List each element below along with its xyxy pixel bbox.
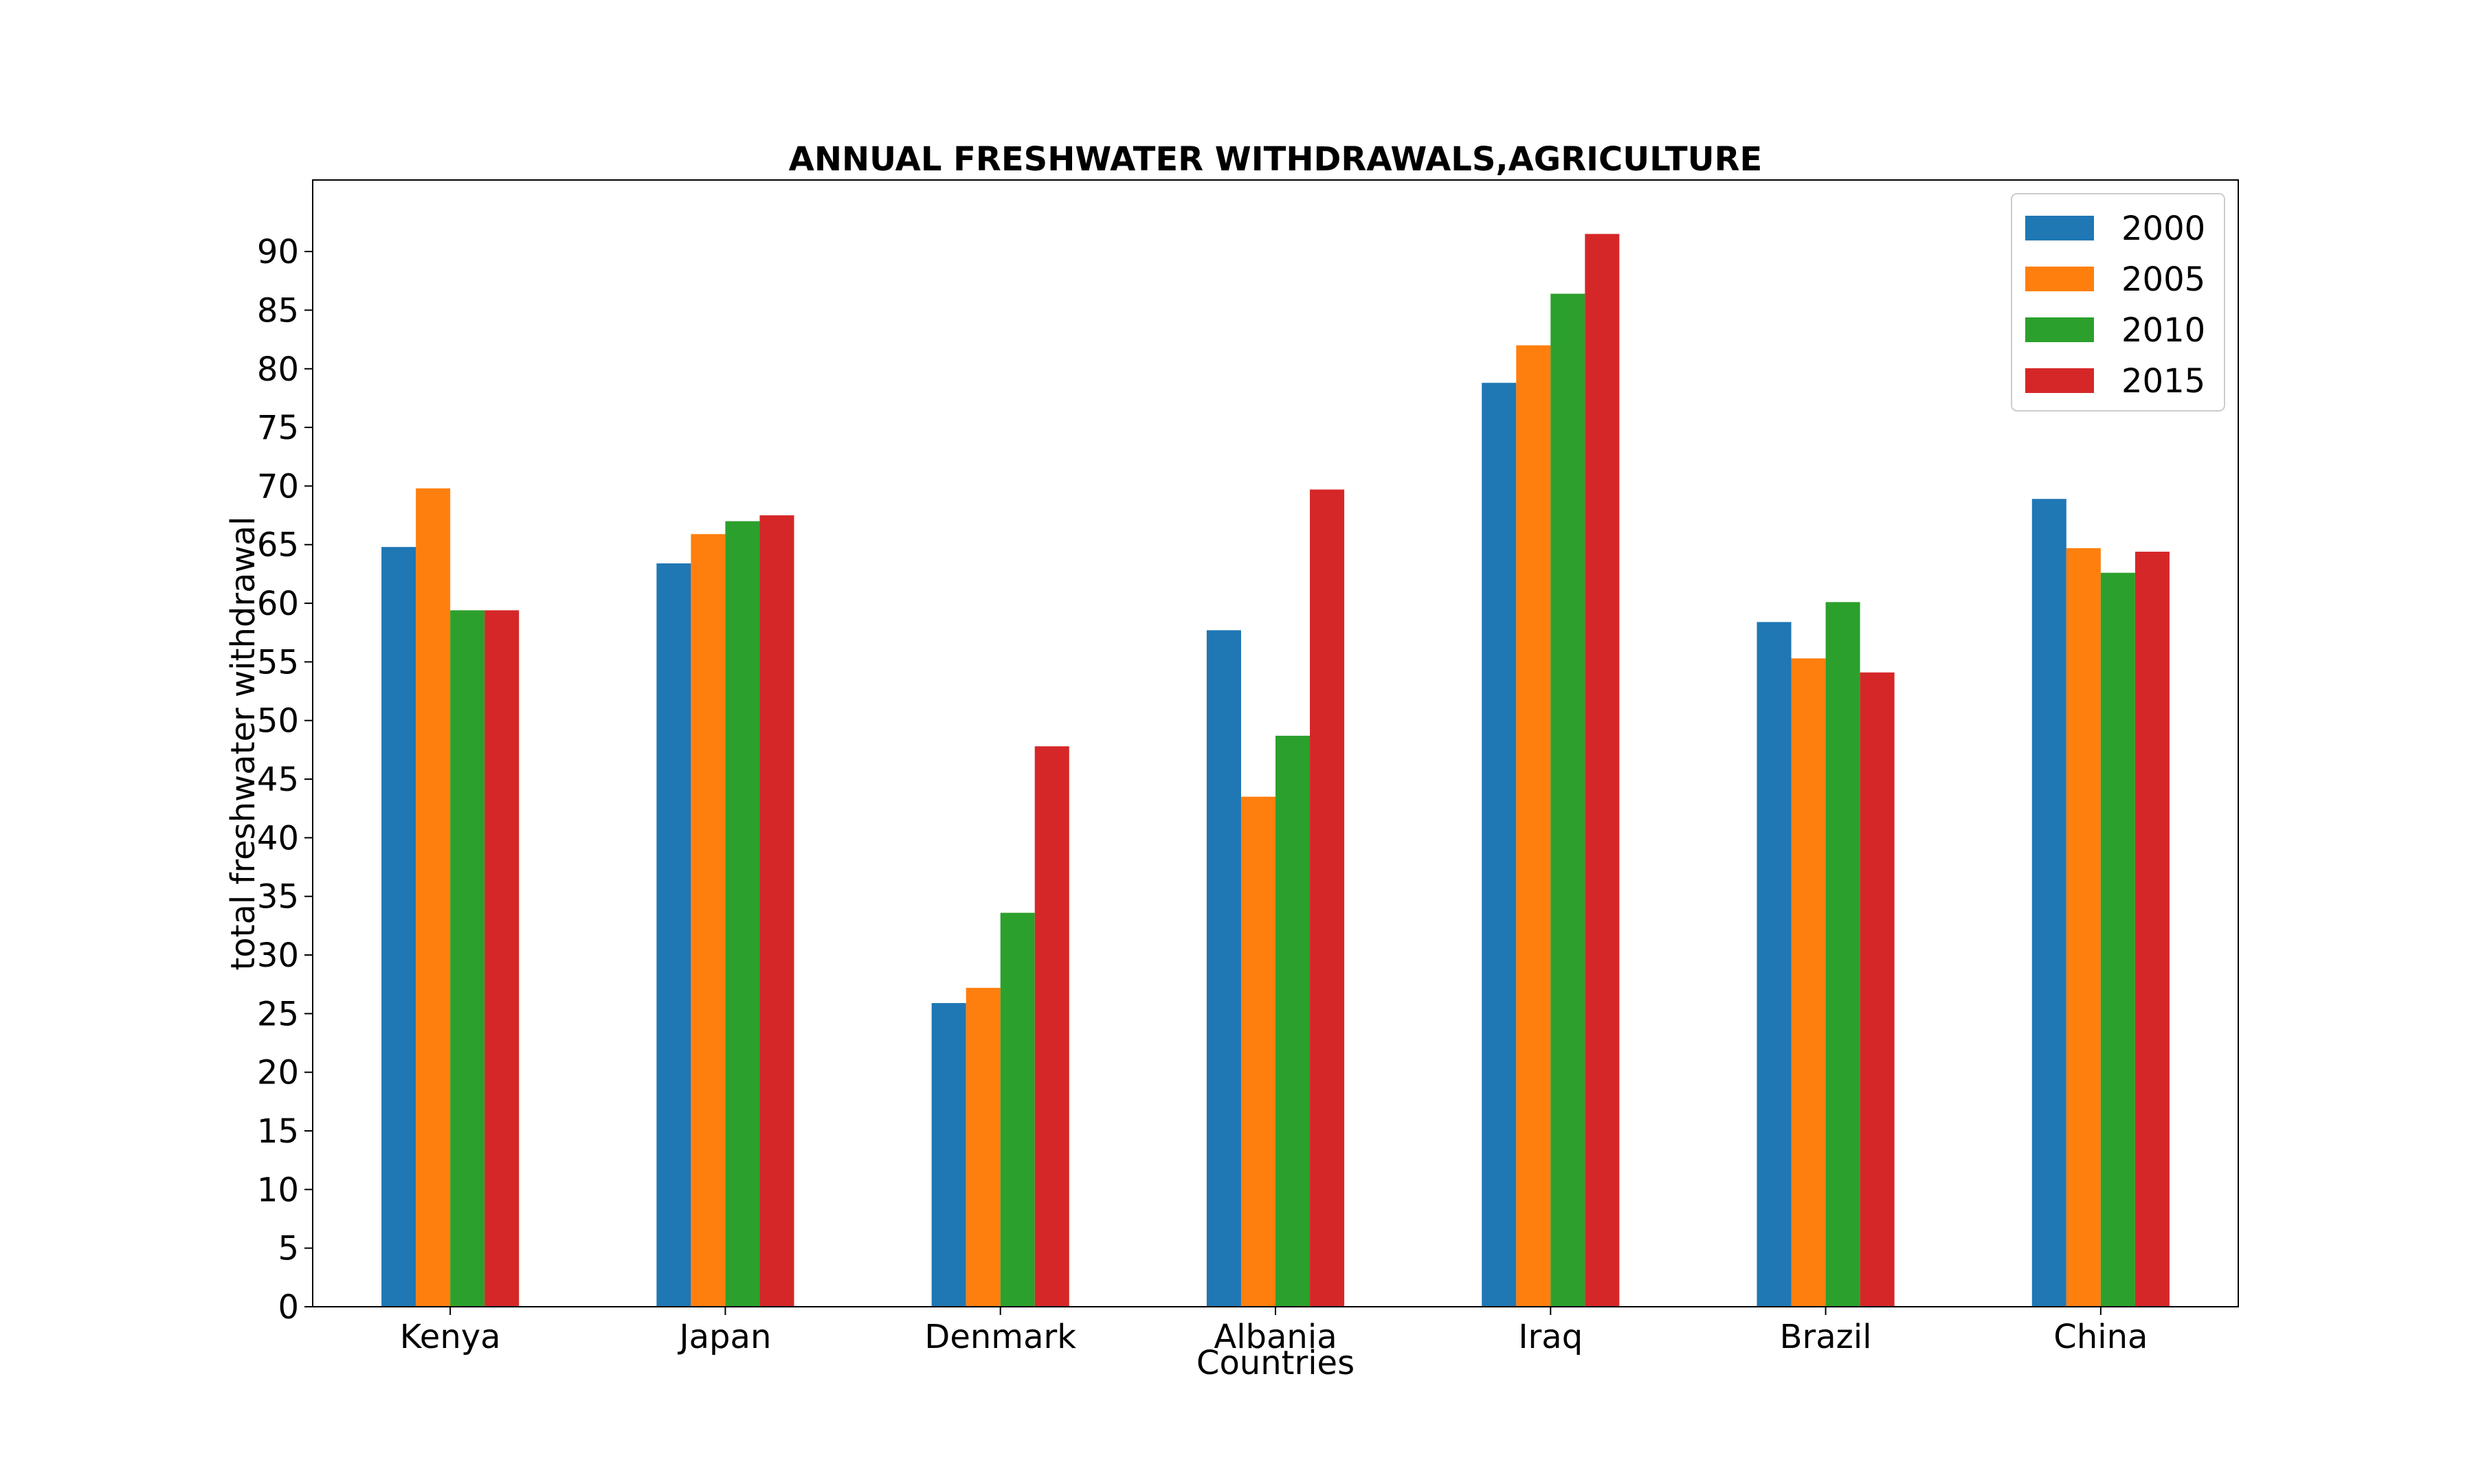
bar-china-2015 [2135, 551, 2170, 1307]
bar-albania-2010 [1275, 735, 1311, 1307]
bar-china-2000 [2031, 499, 2066, 1307]
x-tick-label-denmark: Denmark [924, 1318, 1076, 1356]
y-tick-label: 70 [257, 467, 299, 506]
y-tick-label: 60 [257, 585, 299, 623]
plot-frame [312, 179, 2239, 1307]
x-axis-title: Countries [1196, 1344, 1355, 1382]
y-tick-label: 35 [257, 878, 299, 917]
y-tick-label: 10 [257, 1171, 299, 1209]
bar-denmark-2015 [1034, 746, 1069, 1307]
bar-kenya-2000 [381, 547, 416, 1307]
legend-swatch-2010 [2025, 317, 2094, 342]
y-tick-label: 85 [257, 291, 299, 330]
x-axis: Kenya Japan Denmark Albania Iraq Brazil China [400, 1307, 2148, 1356]
bar-brazil-2015 [1860, 672, 1895, 1307]
bar-japan-2005 [691, 534, 726, 1307]
legend-label-2015: 2015 [2121, 362, 2205, 401]
y-tick-label: 25 [257, 995, 299, 1033]
bar-iraq-2005 [1516, 345, 1551, 1307]
x-tick-label-kenya: Kenya [400, 1318, 501, 1356]
x-tick-label-japan: Japan [677, 1318, 771, 1356]
legend-swatch-2015 [2025, 368, 2094, 393]
bar-albania-2005 [1240, 796, 1275, 1307]
bar-kenya-2015 [484, 610, 520, 1307]
y-tick-label: 50 [257, 702, 299, 741]
bars-group [381, 234, 2170, 1307]
y-tick-label: 40 [257, 819, 299, 857]
chart-title: ANNUAL FRESHWATER WITHDRAWALS,AGRICULTUR… [789, 140, 1763, 179]
legend: 2000 2005 2010 2015 [2011, 193, 2225, 412]
x-tick-label-iraq: Iraq [1518, 1318, 1583, 1356]
bar-iraq-2010 [1550, 293, 1585, 1307]
y-tick-label: 0 [278, 1288, 299, 1327]
bar-denmark-2010 [1000, 912, 1035, 1307]
bar-iraq-2000 [1482, 383, 1517, 1307]
y-axis-title: total freshwater withdrawal [224, 516, 263, 970]
legend-label-2005: 2005 [2121, 260, 2205, 299]
bar-denmark-2005 [966, 987, 1001, 1307]
bar-japan-2000 [656, 563, 691, 1307]
y-tick-label: 90 [257, 233, 299, 271]
bar-japan-2015 [759, 515, 794, 1307]
y-tick-label: 55 [257, 643, 299, 682]
y-tick-label: 80 [257, 350, 299, 389]
y-tick-label: 5 [278, 1230, 299, 1268]
y-tick-label: 45 [257, 761, 299, 799]
bar-albania-2000 [1206, 630, 1241, 1307]
x-tick-label-china: China [2053, 1318, 2148, 1356]
legend-label-2010: 2010 [2121, 311, 2205, 350]
bar-japan-2010 [725, 521, 760, 1307]
bar-brazil-2010 [1825, 602, 1860, 1307]
y-axis: 0 5 10 15 20 25 30 35 40 45 50 55 60 65 70 75 80 85 90 [257, 233, 313, 1327]
y-tick-label: 20 [257, 1054, 299, 1092]
legend-label-2000: 2000 [2121, 210, 2205, 248]
bar-kenya-2005 [416, 488, 451, 1307]
bar-kenya-2010 [450, 610, 485, 1307]
y-tick-label: 15 [257, 1112, 299, 1151]
legend-swatch-2005 [2025, 267, 2094, 291]
bar-iraq-2015 [1585, 234, 1620, 1307]
bar-albania-2015 [1310, 489, 1345, 1307]
bar-china-2005 [2066, 548, 2101, 1307]
bar-denmark-2000 [931, 1003, 966, 1307]
bar-brazil-2005 [1791, 658, 1826, 1307]
y-tick-label: 30 [257, 936, 299, 975]
legend-box [2011, 193, 2225, 412]
bar-china-2010 [2100, 572, 2135, 1307]
y-tick-label: 75 [257, 409, 299, 447]
y-tick-label: 65 [257, 526, 299, 565]
bar-brazil-2000 [1757, 622, 1792, 1307]
x-tick-label-brazil: Brazil [1780, 1318, 1872, 1356]
x-tick-label-albania: Albania [1214, 1318, 1337, 1356]
legend-swatch-2000 [2025, 216, 2094, 240]
